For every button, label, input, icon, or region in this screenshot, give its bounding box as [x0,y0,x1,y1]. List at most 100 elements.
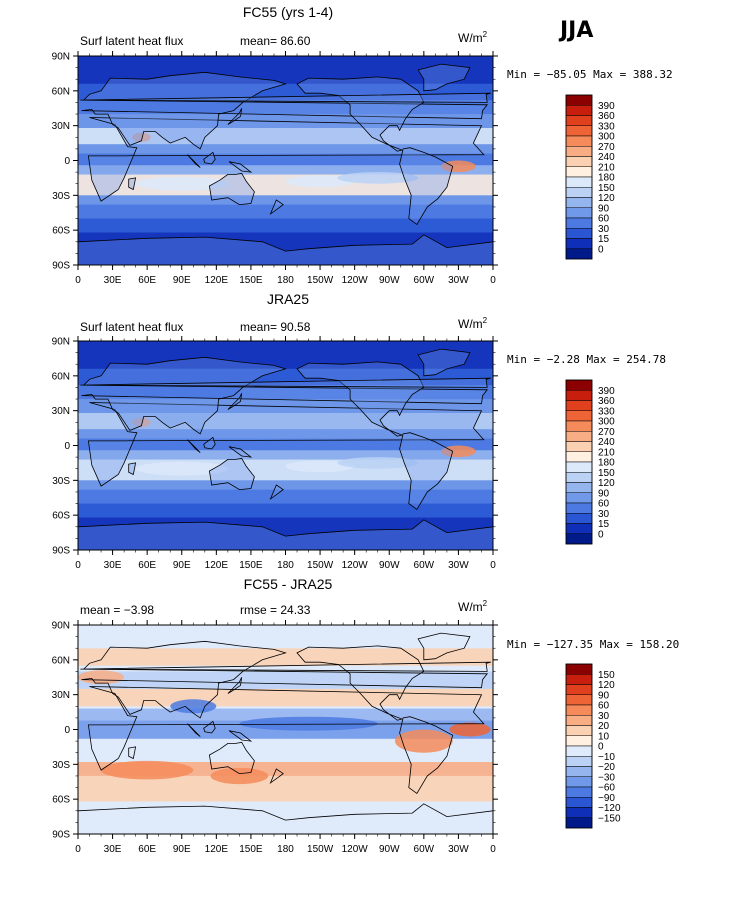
lon-tick-label: 60W [414,844,435,855]
contour-band [78,218,493,233]
lat-tick-label: 30S [52,760,70,771]
colorbar-swatch [565,125,593,137]
contour-band [78,480,493,490]
lon-tick-label: 90E [173,844,191,855]
lon-tick-label: 0 [490,560,496,571]
colorbar-swatch [565,492,593,504]
lat-tick-label: 60N [52,371,70,382]
map-plot: 90N 60N 30N 0 30S 60S 90S 0 30E 60E 90E 120E 150E 180… [52,336,498,571]
lat-tick-label: 90N [52,621,70,632]
contour-band [78,489,493,504]
lon-tick-label: 60E [138,560,156,571]
lon-tick-label: 0 [490,275,496,286]
left-label: mean = −3.98 [80,603,155,617]
coastline [296,361,425,437]
colorbar-swatch [565,135,593,147]
coastline [81,71,489,150]
coastline [269,484,284,501]
colorbar-label: 120 [598,680,615,691]
lon-tick-label: 0 [75,844,81,855]
left-label: Surf latent heat flux [80,320,184,334]
colorbar-label: −150 [598,813,621,824]
coastline [417,63,471,92]
lat-tick-label: 90S [52,830,70,841]
colorbar-swatch [565,513,593,524]
lon-tick-label: 180 [277,560,294,571]
lat-tick-label: 90N [52,337,70,348]
colorbar-swatch [565,115,593,126]
panel-figure: 90N 60N 30N 0 30S 60S 90S 0 30E 60E 90E 120E 150E 180… [52,620,621,855]
contour-band [78,412,493,430]
coastline [78,519,493,550]
lat-tick-label: 60N [52,655,70,666]
lon-tick-label: 150W [307,560,334,571]
lat-tick-label: 30N [52,690,70,701]
contour-band [78,83,493,101]
colorbar-label: 15 [598,519,610,530]
lat-tick-label: 90N [52,52,70,63]
contour-region [78,670,125,685]
colorbar-label: 60 [598,214,610,225]
colorbar-label: 240 [598,152,615,163]
colorbar-swatch [565,105,593,116]
lon-tick-label: 120E [205,844,229,855]
colorbar-swatch [565,807,593,818]
contour-region [337,457,419,469]
colorbar-label: 210 [598,447,615,458]
colorbar-label: 30 [598,509,610,520]
coastline [228,161,253,173]
colorbar-label: −60 [598,783,615,794]
lon-tick-label: 30W [448,275,469,286]
coastline [227,393,243,410]
colorbar-swatch [565,786,593,798]
colorbar-label: 90 [598,203,610,214]
coastline [187,723,201,737]
coastline [81,640,489,719]
contour-region [210,767,269,785]
contour-band [78,503,493,518]
coastline [228,446,253,458]
contour-band [78,165,493,175]
lon-tick-label: 30E [104,560,122,571]
contour-band [78,625,493,649]
lat-tick-label: 0 [64,725,70,736]
colorbar-swatch [565,461,593,473]
contour-band [78,708,493,721]
units-label: W/m2 [458,599,488,614]
coastline [78,803,493,834]
lat-tick-label: 0 [64,441,70,452]
lon-tick-label: 30E [104,844,122,855]
contour-band [78,204,493,219]
contour-region [285,460,355,473]
colorbar-label: −10 [598,752,615,763]
lon-tick-label: 30W [448,560,469,571]
colorbar-swatch [565,704,593,716]
lon-tick-label: 0 [75,275,81,286]
contour-band [78,127,493,145]
panel-figure: 90N 60N 30N 0 30S 60S 90S 0 30E 60E 90E 120E 150E 180… [52,51,615,286]
contour-band [78,368,493,386]
colorbar-label: 150 [598,183,615,194]
coastline [80,377,491,388]
lon-tick-label: 30W [448,844,469,855]
lat-tick-label: 90S [52,261,70,272]
center-label: rmse = 24.33 [240,603,311,617]
colorbar-label: 0 [598,244,604,255]
coastline [187,154,201,168]
colorbar-swatch [565,482,593,493]
coastline [128,746,137,760]
left-label: Surf latent heat flux [80,34,184,48]
contour-band [78,438,493,451]
lon-tick-label: 120W [342,844,369,855]
coastline [208,172,255,206]
contour-band [78,671,493,689]
coastline [399,716,454,794]
lon-tick-label: 60E [138,844,156,855]
panel-title: FC55 (yrs 1-4) [242,4,334,20]
contour-region [395,729,453,753]
center-label: mean= 90.58 [240,320,311,334]
colorbar-swatch [565,684,593,695]
colorbar-swatch [565,400,593,411]
coastline [227,108,243,125]
colorbar-swatch [565,420,593,432]
